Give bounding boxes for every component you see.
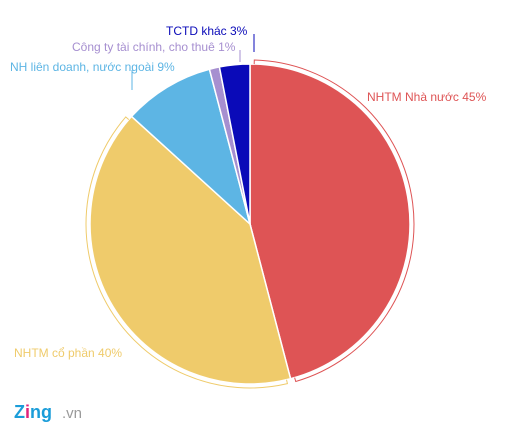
pie-slice bbox=[130, 68, 252, 227]
label-bracket bbox=[253, 59, 415, 383]
pie-slice bbox=[218, 63, 251, 225]
logo-suffix: .vn bbox=[62, 405, 82, 422]
pie-slice bbox=[89, 115, 292, 385]
pie-slices bbox=[89, 63, 411, 385]
slice-label: Công ty tài chính, cho thuê 1% bbox=[72, 40, 236, 54]
label-bracket bbox=[85, 116, 289, 389]
slice-label: NH liên doanh, nước ngoài 9% bbox=[10, 60, 175, 74]
logo-text: Zing bbox=[14, 402, 52, 422]
label-leader-lines bbox=[85, 34, 415, 389]
slice-label: TCTD khác 3% bbox=[166, 24, 248, 38]
slice-label: NHTM cổ phần 40% bbox=[14, 346, 122, 360]
zing-logo: Zing .vn bbox=[14, 402, 82, 422]
slice-labels: NHTM Nhà nước 45% NHTM cổ phần 40% NH liên… bbox=[10, 24, 487, 360]
pie-slice bbox=[249, 63, 411, 380]
slice-label: NHTM Nhà nước 45% bbox=[367, 90, 487, 104]
